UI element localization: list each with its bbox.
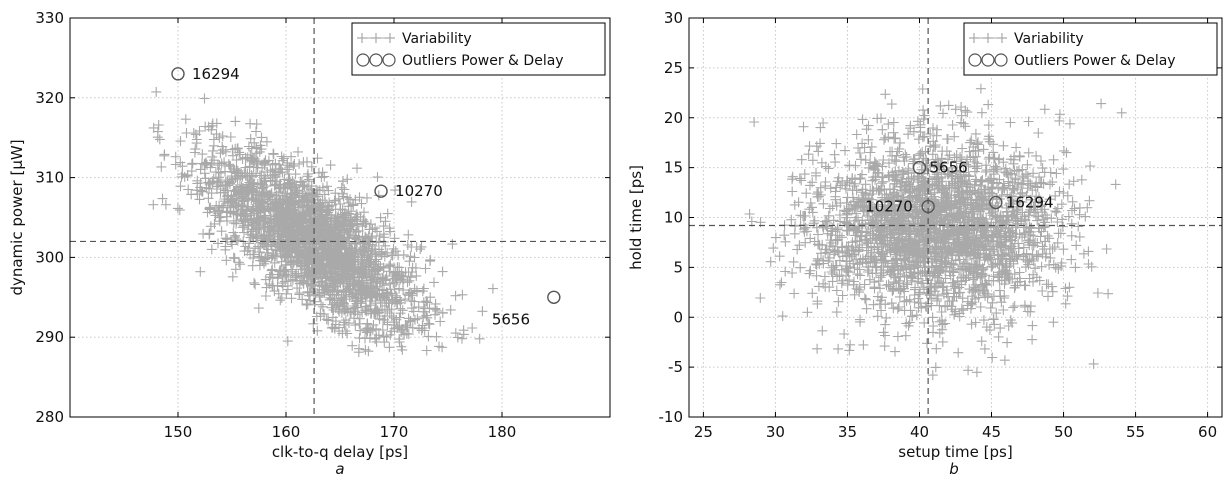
legend-label-variability: Variability [1014, 31, 1084, 47]
outlier-point [921, 199, 935, 214]
outlier-label: 5656 [492, 310, 530, 328]
x-tick-label: 150 [164, 423, 193, 441]
legend: Variability Outliers Power & Delay [963, 22, 1218, 76]
y-tick-label: 320 [35, 89, 64, 107]
y-tick-label: 15 [664, 159, 683, 177]
y-tick-label: 25 [664, 59, 683, 77]
variability-points [148, 86, 498, 358]
outlier-point [989, 195, 1003, 210]
axes-frame [69, 17, 611, 418]
outlier-label: 10270 [395, 182, 443, 200]
y-tick-label: 330 [35, 9, 64, 27]
legend-box [351, 22, 606, 76]
x-tick-label: 60 [1198, 423, 1217, 441]
outlier-label: 16294 [192, 65, 240, 83]
x-tick-label: 40 [910, 423, 929, 441]
outlier-point [171, 67, 185, 81]
y-tick-label: -5 [668, 358, 683, 376]
y-tick-label: -10 [659, 408, 684, 426]
grid [70, 17, 610, 418]
legend-variability-marker [969, 33, 1007, 43]
legend: Variability Outliers Power & Delay [351, 22, 606, 76]
y-tick-label: 0 [673, 308, 683, 326]
x-axis-label: setup time [ps] [898, 443, 1012, 461]
panel-label: a [335, 460, 344, 478]
x-tick-label: 25 [694, 423, 713, 441]
scatter-chart-a: 16294 10270 5656 150 160 170 180 280 290 300 310 32… [8, 9, 611, 478]
y-tick-label: 310 [35, 169, 64, 187]
legend-variability-marker [357, 33, 395, 43]
x-tick-label: 45 [982, 423, 1001, 441]
x-tick-label: 55 [1126, 423, 1145, 441]
outlier-point [547, 290, 561, 304]
y-tick-label: 5 [673, 258, 683, 276]
legend-outlier-marker [369, 53, 383, 67]
y-tick-label: 300 [35, 248, 64, 266]
legend-outlier-marker [356, 53, 370, 67]
panel-label: b [949, 460, 959, 478]
variability-points [744, 83, 1127, 381]
x-axis-label: clk-to-q delay [ps] [272, 443, 408, 461]
variability-marks [744, 83, 1127, 381]
y-tick-label: 30 [664, 9, 683, 27]
outlier-label: 16294 [1006, 194, 1054, 212]
y-tick-label: 290 [35, 328, 64, 346]
legend-outlier-marker [382, 53, 396, 67]
y-axis-label: dynamic power [μW] [8, 139, 26, 295]
legend-label-outliers: Outliers Power & Delay [1014, 53, 1176, 69]
legend-outlier-marker [968, 53, 982, 67]
y-axis-label: hold time [ps] [627, 165, 645, 270]
x-tick-label: 30 [766, 423, 785, 441]
legend-outlier-marker [994, 53, 1008, 67]
outlier-point [912, 160, 927, 175]
variability-marks [148, 86, 498, 358]
x-tick-label: 170 [380, 423, 409, 441]
outlier-label: 5656 [929, 159, 967, 177]
y-tick-label: 10 [664, 209, 683, 227]
legend-label-variability: Variability [402, 31, 472, 47]
x-tick-label: 160 [272, 423, 301, 441]
legend-label-outliers: Outliers Power & Delay [402, 53, 564, 69]
y-tick-label: 20 [664, 109, 683, 127]
x-tick-label: 35 [838, 423, 857, 441]
x-tick-label: 50 [1054, 423, 1073, 441]
scatter-chart-b: 5656 10270 16294 25 30 35 40 45 50 55 60 -10 -5 0 5 10 1… [627, 9, 1223, 478]
y-tick-label: 280 [35, 408, 64, 426]
legend-outlier-marker [981, 53, 995, 67]
outlier-label: 10270 [865, 198, 913, 216]
outlier-point [374, 184, 388, 198]
legend-box [963, 22, 1218, 76]
x-tick-label: 180 [488, 423, 517, 441]
